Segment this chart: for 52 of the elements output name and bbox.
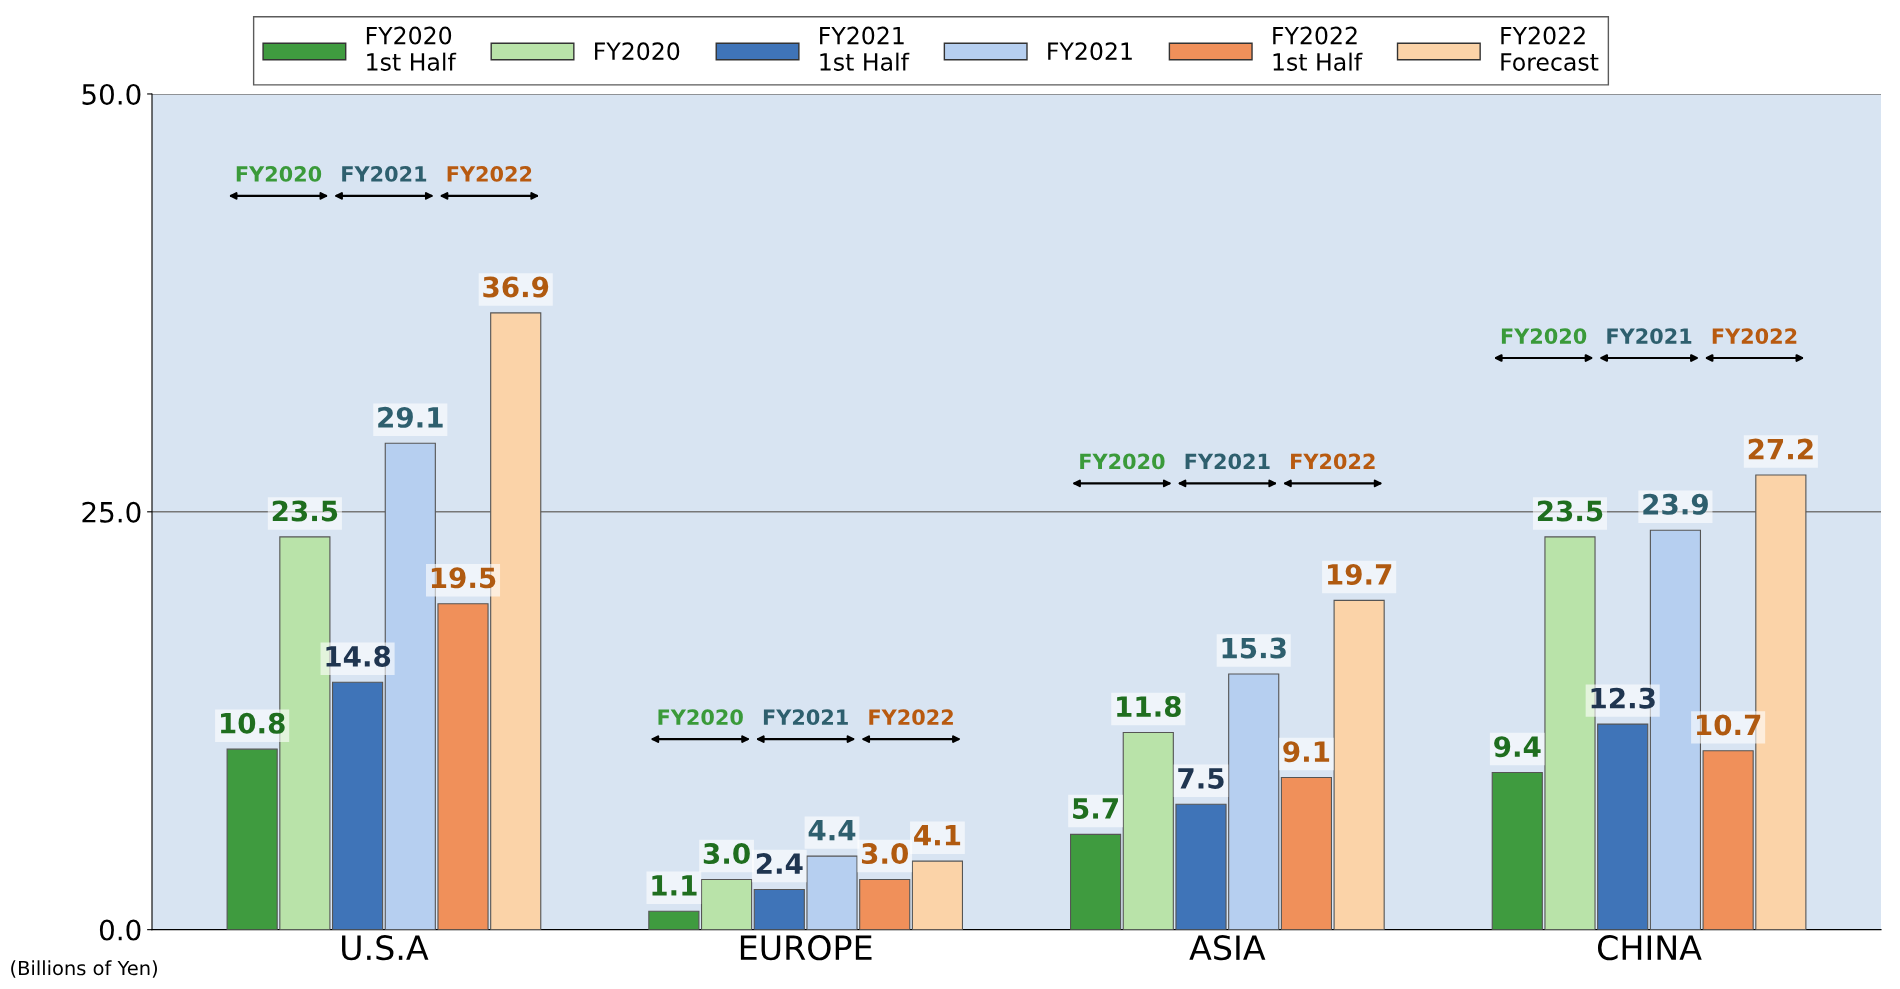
data-label: 5.7 [1073,798,1118,819]
legend-label: FY2021 [1048,42,1132,61]
annotation: FY2020 [1080,453,1165,470]
data-label: 3.0 [703,843,750,865]
data-label: 3.0 [861,843,908,865]
data-label: 10.8 [221,712,285,734]
annotation: FY2020 [236,166,322,182]
y-tick-label: 50.0 [82,83,141,105]
legend-label: FY2020 [595,42,680,61]
legend-label: FY2021 1st Half [820,26,910,71]
data-label: 23.9 [1643,493,1708,515]
data-label: 7.5 [1178,768,1224,789]
data-label: 15.3 [1222,637,1286,659]
data-label: 1.1 [652,875,697,896]
bar [911,860,964,930]
annotation: FY2021 [1185,453,1270,470]
data-label: 29.1 [378,406,443,428]
annotation: FY2022 [869,709,953,726]
y-tick-label: 0.0 [99,919,141,941]
data-label: 14.8 [326,645,391,667]
data-label: 2.4 [756,853,803,874]
annotation: FY2022 [1712,328,1797,344]
x-tick-label: EUROPE [740,935,872,961]
y-axis-title: (Billions of Yen) [11,960,157,978]
data-label: 27.2 [1748,438,1813,460]
annotation: FY2020 [1501,328,1587,344]
x-tick-label: ASIA [1189,935,1266,961]
annotation: FY2022 [1291,453,1375,470]
x-tick-label: U.S.A [342,935,429,961]
annotation: FY2021 [763,709,848,726]
data-label: 9.4 [1494,736,1541,758]
data-label: 4.4 [808,820,856,841]
annotation: FY2022 [447,166,532,182]
data-label: 23.5 [272,500,338,522]
data-label: 12.3 [1591,687,1655,709]
data-label: 36.9 [483,276,549,298]
data-label: 9.1 [1283,741,1330,763]
data-label: 19.5 [431,567,496,589]
annotation: FY2020 [658,709,743,726]
legend-label: FY2020 1st Half [366,26,457,71]
data-label: 23.5 [1537,500,1603,522]
annotation: FY2021 [1607,328,1692,344]
y-tick-label: 25.0 [82,501,141,523]
data-label: 4.1 [914,825,961,846]
annotation: FY2021 [342,166,427,182]
data-label: 10.7 [1697,714,1761,736]
legend-label: FY2022 1st Half [1273,26,1363,71]
bar [1069,833,1122,930]
data-label: 11.8 [1117,696,1181,718]
legend-label: FY2022 Forecast [1501,26,1599,71]
x-tick-label: CHINA [1597,935,1702,961]
data-label: 19.7 [1328,564,1392,585]
